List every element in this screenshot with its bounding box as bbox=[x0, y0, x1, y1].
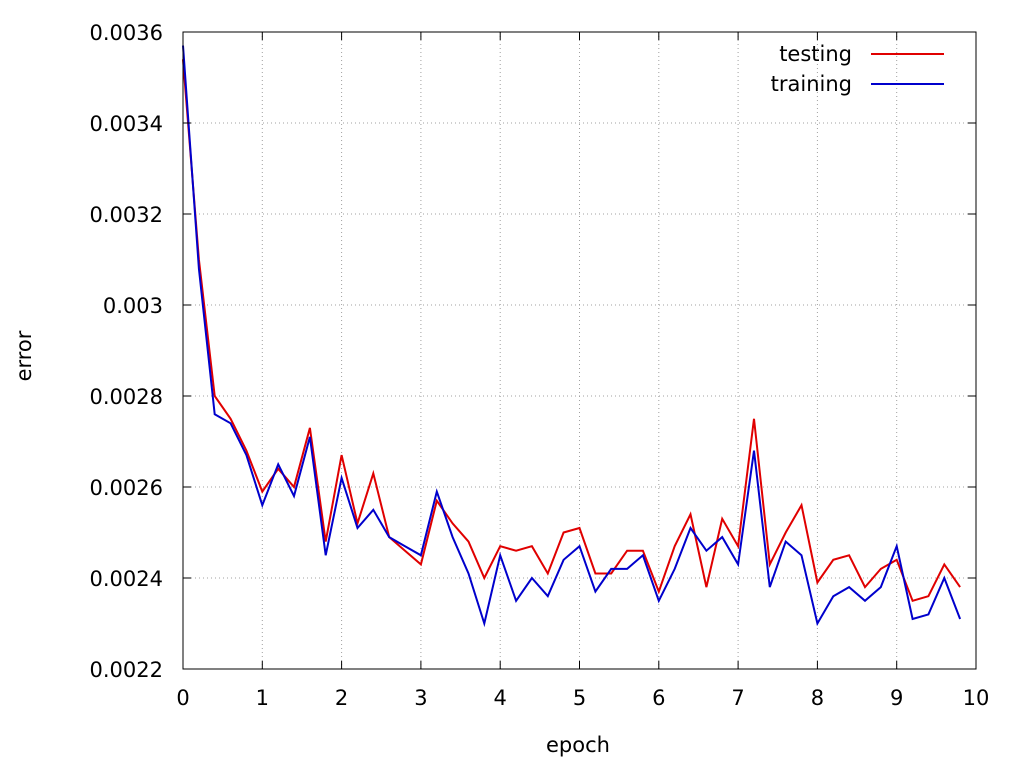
y-tick-label: 0.0028 bbox=[90, 385, 163, 409]
x-tick-label: 0 bbox=[176, 686, 189, 710]
grid bbox=[183, 32, 976, 669]
tick-labels: 0 1 2 3 4 5 6 7 8 9 10 0.0022 0.0024 0.0026 0.0028 0.00… bbox=[90, 21, 990, 710]
y-tick-label: 0.0026 bbox=[90, 476, 163, 500]
y-tick-label: 0.0032 bbox=[90, 203, 163, 227]
series-line-testing bbox=[182, 59, 961, 603]
y-tick-label: 0.003 bbox=[103, 294, 163, 318]
x-tick-label: 5 bbox=[573, 686, 586, 710]
series-line-training bbox=[182, 45, 962, 628]
y-tick-label: 0.0022 bbox=[90, 658, 163, 682]
y-tick-label: 0.0036 bbox=[90, 21, 163, 45]
x-axis-label: epoch bbox=[546, 733, 610, 757]
x-tick-label: 1 bbox=[256, 686, 269, 710]
series-lines bbox=[182, 45, 962, 628]
legend: testing training bbox=[771, 42, 944, 96]
x-tick-label: 3 bbox=[414, 686, 427, 710]
y-tick-label: 0.0024 bbox=[90, 567, 163, 591]
y-tick-label: 0.0034 bbox=[90, 112, 163, 136]
legend-label-testing: testing bbox=[779, 42, 852, 66]
axis-ticks bbox=[182, 31, 977, 670]
x-tick-label: 6 bbox=[652, 686, 665, 710]
x-tick-label: 10 bbox=[963, 686, 990, 710]
x-tick-label: 2 bbox=[335, 686, 348, 710]
y-axis-label: error bbox=[12, 330, 36, 381]
x-tick-label: 4 bbox=[494, 686, 507, 710]
x-tick-label: 9 bbox=[890, 686, 903, 710]
x-tick-label: 8 bbox=[811, 686, 824, 710]
x-tick-label: 7 bbox=[731, 686, 744, 710]
legend-label-training: training bbox=[771, 72, 852, 96]
